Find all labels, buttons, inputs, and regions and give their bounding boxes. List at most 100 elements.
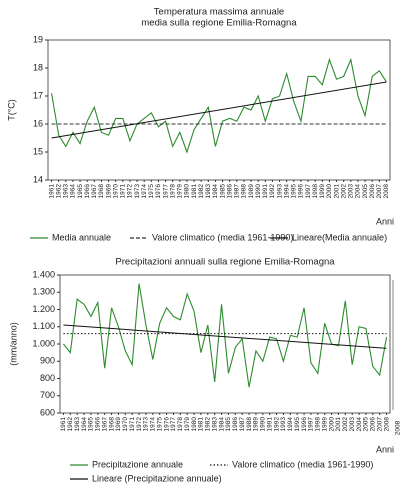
x-axis-label: Anni [376,444,394,454]
x-tick-label: 1962 [55,184,62,199]
x-tick-label: 1963 [63,184,70,199]
x-tick-label: 1996 [298,184,305,199]
x-tick-label: 1962 [67,417,74,432]
y-tick-label: 14 [33,174,43,184]
x-tick-label: 1990 [255,184,262,199]
x-tick-label: 1969 [105,184,112,199]
x-tick-label: 1984 [218,417,225,432]
x-tick-label: 1964 [70,184,77,199]
x-tick-label: 1982 [198,184,205,199]
y-axis-label: (mm/anno) [8,322,18,366]
y-tick-label: 17 [33,90,43,100]
x-tick-label: 1980 [191,417,198,432]
x-tick-label: 1983 [211,417,218,432]
x-tick-label: 1980 [184,184,191,199]
x-tick-label: 1981 [191,184,198,199]
x-tick-label: 1965 [77,184,84,199]
x-tick-label: 1987 [239,417,246,432]
x-tick-label: 1970 [122,417,129,432]
x-tick-label: 1977 [162,184,169,199]
x-tick-label: 1992 [273,417,280,432]
legend-label: Precipitazione annuale [92,459,183,469]
x-tick-label: 1995 [291,184,298,199]
chart-title: Precipitazioni annuali sulla regione Emi… [115,257,335,268]
y-tick-label: 1.300 [32,287,55,297]
x-tick-label: 2006 [370,417,377,432]
legend-label: Lineare(Media annuale) [292,232,387,242]
x-tick-label: 1991 [262,184,269,199]
series-line [63,324,387,349]
x-tick-label: 1988 [246,417,253,432]
x-tick-label: 1988 [241,184,248,199]
x-tick-label: 1998 [315,417,322,432]
x-tick-label: 1986 [232,417,239,432]
legend-label: Lineare (Precipitazione annuale) [92,473,222,483]
x-tick-label: 1973 [143,417,150,432]
x-tick-label: 1971 [120,184,127,199]
x-tick-label: 2001 [335,417,342,432]
x-tick-label: 1999 [321,417,328,432]
plot-frame [47,39,391,181]
x-tick-label: 1987 [234,184,241,199]
chart-title: media sulla regione Emilia-Romagna [141,18,297,29]
x-tick-label: 2003 [349,417,356,432]
x-tick-label: 2000 [328,417,335,432]
x-tick-label: 2001 [333,184,340,199]
x-tick-label: 1978 [169,184,176,199]
x-tick-label: 1989 [248,184,255,199]
x-tick-label: 1992 [269,184,276,199]
x-tick-label: 2002 [340,184,347,199]
x-tick-label: 1973 [134,184,141,199]
x-tick-label: 1975 [148,184,155,199]
x-tick-label: 1993 [276,184,283,199]
x-tick-label: 2002 [342,417,349,432]
x-tick-label: 1997 [305,184,312,199]
x-tick-label: 1976 [163,417,170,432]
x-tick-label: 1983 [205,184,212,199]
y-tick-label: 16 [33,118,43,128]
x-tick-label: 1968 [98,184,105,199]
x-tick-label: 2008 [383,184,390,199]
x-tick-label: 1985 [225,417,232,432]
legend-label: Valore climatico (media 1961-1990) [232,459,373,469]
x-tick-label: 1979 [184,417,191,432]
chart-title: Temperatura massima annuale [154,7,284,18]
x-tick-label: 1977 [170,417,177,432]
x-tick-label: 1964 [81,417,88,432]
x-axis-label: Anni [376,216,394,226]
x-tick-label: 1965 [88,417,95,432]
y-tick-label: 18 [33,62,43,72]
series-line [51,81,387,139]
x-tick-label: 1997 [308,417,315,432]
x-tick-label: 1993 [280,417,287,432]
x-tick-label: 1972 [127,184,134,199]
series-line [51,57,387,154]
x-tick-label: 1966 [84,184,91,199]
y-tick-label: 19 [33,34,43,44]
x-tick-label: 1976 [155,184,162,199]
x-tick-label: 1972 [136,417,143,432]
x-tick-label: 1971 [129,417,136,432]
x-tick-label: 1974 [141,184,148,199]
x-tick-label: 1974 [150,417,157,432]
x-tick-label: 2005 [363,417,370,432]
x-tick-label: 1996 [301,417,308,432]
x-tick-label: 2004 [356,417,363,432]
x-tick-label: 1998 [312,184,319,199]
x-tick-label: 1989 [253,417,260,432]
y-axis-label: T(°C) [6,99,16,121]
x-tick-label: 1978 [177,417,184,432]
x-tick-label: 1963 [74,417,81,432]
annotation: 2008 [395,420,400,435]
x-tick-label: 1966 [95,417,102,432]
x-tick-label: 1994 [283,184,290,199]
x-tick-label: 1968 [108,417,115,432]
x-tick-label: 1999 [319,184,326,199]
x-tick-label: 1970 [112,184,119,199]
x-tick-label: 1961 [48,184,55,199]
x-tick-label: 2000 [326,184,333,199]
y-tick-label: 900 [40,356,55,366]
legend-label: Media annuale [52,232,111,242]
y-tick-label: 600 [40,407,55,417]
